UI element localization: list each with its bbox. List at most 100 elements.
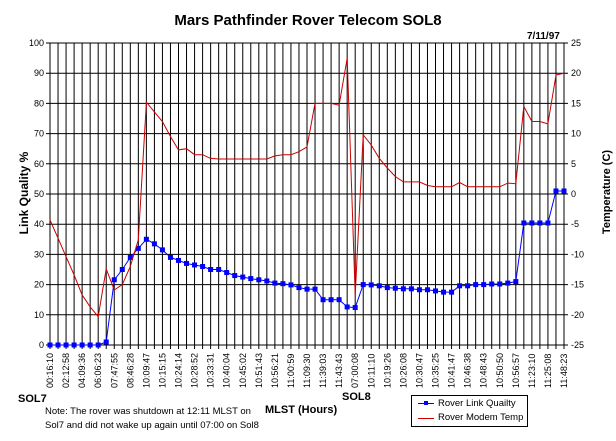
x-tick-label: 10:45:02 [238,353,248,388]
data-point-link-quality [47,342,53,348]
data-point-link-quality [376,283,382,289]
x-tick-label: 11:25:08 [543,354,553,388]
data-point-link-quality [248,276,254,282]
data-point-link-quality [336,297,342,303]
data-point-link-quality [119,267,125,272]
y2-axis-label: Temperature (C) [601,149,613,235]
y-tick-label: 10 [34,310,44,320]
y2-tick-label: 0 [571,189,576,199]
x-tick-label: 10:35:25 [431,353,441,388]
data-point-link-quality [304,286,310,292]
data-point-link-quality [392,285,398,291]
data-point-link-quality [473,282,479,288]
data-point-link-quality [184,260,190,266]
y-axis-label: Link Quality % [17,151,31,235]
x-tick-label: 11:00:59 [286,354,296,388]
data-point-link-quality [457,283,463,289]
data-point-link-quality [360,282,366,288]
legend-swatch-red [418,418,434,419]
data-point-link-quality [465,283,471,289]
y2-tick-label: -25 [571,340,584,350]
y2-tick-label: 20 [571,68,581,78]
x-tick-label: 10:50:50 [495,353,505,388]
data-point-link-quality [176,257,181,263]
data-point-link-quality [368,282,374,288]
data-point-link-quality [151,241,157,247]
chart-date: 7/11/97 [527,31,560,42]
data-point-link-quality [264,278,270,284]
data-point-link-quality [272,280,278,286]
y2-tick-label: 25 [571,38,581,48]
data-point-link-quality [400,286,406,292]
data-point-link-quality [224,270,230,276]
data-point-link-quality [481,282,487,288]
data-point-link-quality [208,267,214,272]
y2-tick-label: 10 [571,129,581,139]
y2-tick-label: -20 [571,310,584,320]
y2-tick-label: -10 [571,249,584,259]
data-point-link-quality [232,273,238,279]
note-line-1: Note: The rover was shutdown at 12:11 ML… [45,406,251,417]
x-tick-label: 10:11:10 [366,354,376,388]
x-tick-label: 10:09:47 [141,353,151,388]
data-point-link-quality [79,342,85,348]
x-tick-label: 10:30:47 [414,353,424,388]
data-point-link-quality [63,342,69,348]
data-point-link-quality [537,220,543,226]
data-point-link-quality [489,281,495,287]
x-tick-label: 10:56:57 [511,353,521,388]
x-tick-label: 10:41:47 [447,353,457,388]
data-point-link-quality [408,286,414,292]
x-tick-label: 10:48:43 [479,353,489,388]
y-tick-label: 70 [34,129,44,139]
data-point-link-quality [159,247,165,253]
sol7-label: SOL7 [18,393,47,405]
data-point-link-quality [280,281,286,287]
data-point-link-quality [529,220,535,226]
x-tick-label: 07:47:55 [109,353,119,388]
x-tick-label: 10:56:21 [270,353,280,388]
legend-label: Rover Link Quailty [438,398,516,409]
data-point-link-quality [55,342,61,348]
x-tick-label: 10:40:04 [222,353,232,388]
data-point-link-quality [521,220,527,226]
data-point-link-quality [449,289,455,295]
y-tick-label: 40 [34,219,44,229]
x-tick-label: 10:51:43 [254,353,264,388]
data-point-link-quality [505,280,511,286]
data-point-link-quality [135,245,141,251]
data-point-link-quality [553,188,559,194]
x-tick-label: 11:48:23 [559,354,569,388]
data-point-link-quality [561,188,567,194]
x-axis-label: MLST (Hours) [265,404,338,416]
data-point-link-quality [95,342,101,348]
data-point-link-quality [192,262,198,268]
x-tick-label: 07:00:08 [350,353,360,388]
x-tick-label: 06:06:23 [93,353,103,388]
y2-tick-label: 15 [571,98,581,108]
series-line-modem-temp [49,58,565,318]
y-tick-label: 30 [34,249,44,259]
x-tick-label: 11:43:43 [334,354,344,388]
data-point-link-quality [87,342,93,348]
legend-label: Rover Modem Temp [438,412,524,423]
x-tick-label: 10:24:14 [174,353,184,388]
data-point-link-quality [433,288,438,294]
data-point-link-quality [344,304,350,310]
note-line-2: Sol7 and did not wake up again until 07:… [45,420,259,431]
data-point-link-quality [352,305,358,311]
data-point-link-quality [200,263,206,269]
x-tick-label: 04:09:36 [77,353,87,388]
x-tick-label: 10:19:26 [382,353,392,388]
data-point-link-quality [256,277,262,283]
x-tick-label: 00:16:10 [45,353,55,388]
x-tick-label: 10:46:38 [463,353,473,388]
y2-tick-label: -5 [571,219,579,229]
data-point-link-quality [513,279,519,285]
x-tick-label: 11:39:03 [318,354,328,388]
y-tick-label: 60 [34,159,44,169]
data-point-link-quality [384,285,390,291]
data-point-link-quality [288,282,294,288]
